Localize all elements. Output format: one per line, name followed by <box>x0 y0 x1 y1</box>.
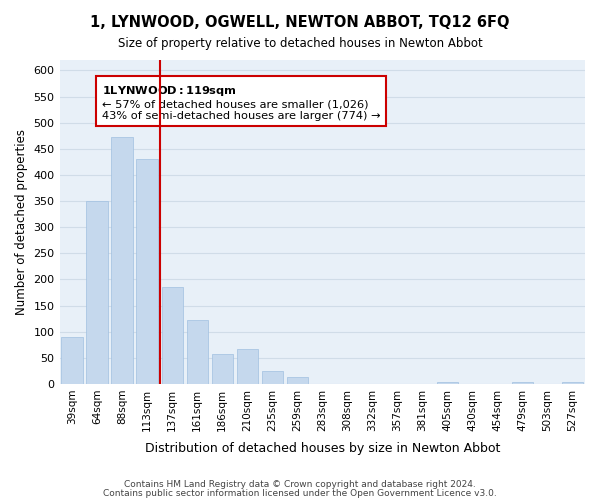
Bar <box>262 371 283 384</box>
Bar <box>86 201 108 384</box>
Bar <box>136 160 158 384</box>
Bar <box>562 382 583 384</box>
Text: 1, LYNWOOD, OGWELL, NEWTON ABBOT, TQ12 6FQ: 1, LYNWOOD, OGWELL, NEWTON ABBOT, TQ12 6… <box>90 15 510 30</box>
Bar <box>112 138 133 384</box>
X-axis label: Distribution of detached houses by size in Newton Abbot: Distribution of detached houses by size … <box>145 442 500 455</box>
Text: Size of property relative to detached houses in Newton Abbot: Size of property relative to detached ho… <box>118 38 482 51</box>
Text: Contains public sector information licensed under the Open Government Licence v3: Contains public sector information licen… <box>103 488 497 498</box>
Bar <box>236 349 258 384</box>
Bar <box>187 320 208 384</box>
Bar <box>512 382 533 384</box>
Bar <box>437 382 458 384</box>
Text: $\bf{1 LYNWOOD: 119sqm}$
← 57% of detached houses are smaller (1,026)
43% of sem: $\bf{1 LYNWOOD: 119sqm}$ ← 57% of detach… <box>102 84 380 120</box>
Bar <box>161 288 183 384</box>
Bar <box>212 354 233 384</box>
Bar <box>61 337 83 384</box>
Bar <box>287 377 308 384</box>
Y-axis label: Number of detached properties: Number of detached properties <box>15 129 28 315</box>
Text: Contains HM Land Registry data © Crown copyright and database right 2024.: Contains HM Land Registry data © Crown c… <box>124 480 476 489</box>
